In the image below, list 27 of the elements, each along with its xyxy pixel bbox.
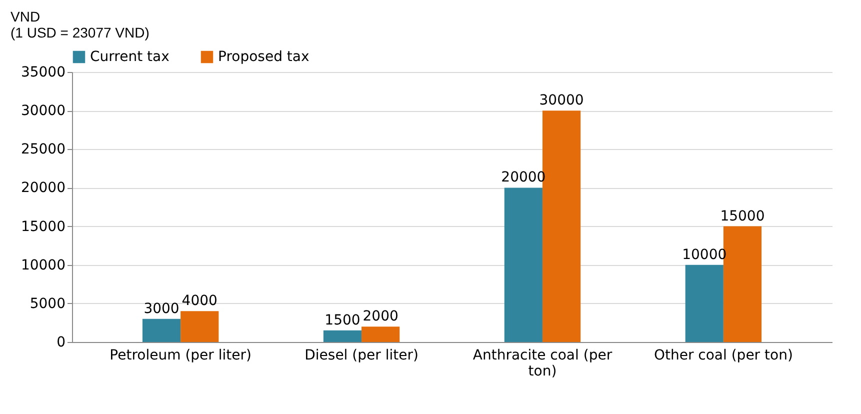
y-tick-label: 10000 [20, 257, 66, 274]
data-label: 15000 [720, 208, 765, 224]
data-label: 2000 [362, 308, 398, 325]
x-tick-label: Other coal (per ton) [654, 348, 793, 364]
legend-label: Current tax [90, 49, 170, 65]
y-axis-title: VND (1 USD = 23077 VND) [10, 8, 150, 40]
bar [180, 311, 219, 342]
x-tick-label: Petroleum (per liter) [110, 348, 252, 364]
bar [362, 326, 400, 342]
y-tick-label: 20000 [20, 180, 66, 196]
y-tick-label: 5000 [30, 296, 66, 312]
bar [323, 330, 362, 342]
y-tick-label: 25000 [20, 142, 66, 158]
y-tick-label: 0 [56, 334, 66, 350]
legend-label: Proposed tax [218, 49, 310, 65]
data-label: 3000 [144, 300, 180, 317]
data-label: 30000 [539, 92, 584, 109]
bar [142, 318, 181, 342]
x-tick-label: Anthracite coal (per ton) [472, 348, 612, 380]
y-tick-label: 15000 [20, 218, 66, 235]
y-tick-label: 35000 [20, 64, 66, 80]
data-label: 4000 [182, 293, 218, 310]
y-tick-label: 30000 [20, 103, 66, 120]
bar [685, 264, 724, 342]
x-tick-label: Diesel (per liter) [304, 348, 418, 364]
bar [504, 188, 542, 342]
data-label: 1500 [324, 312, 360, 328]
